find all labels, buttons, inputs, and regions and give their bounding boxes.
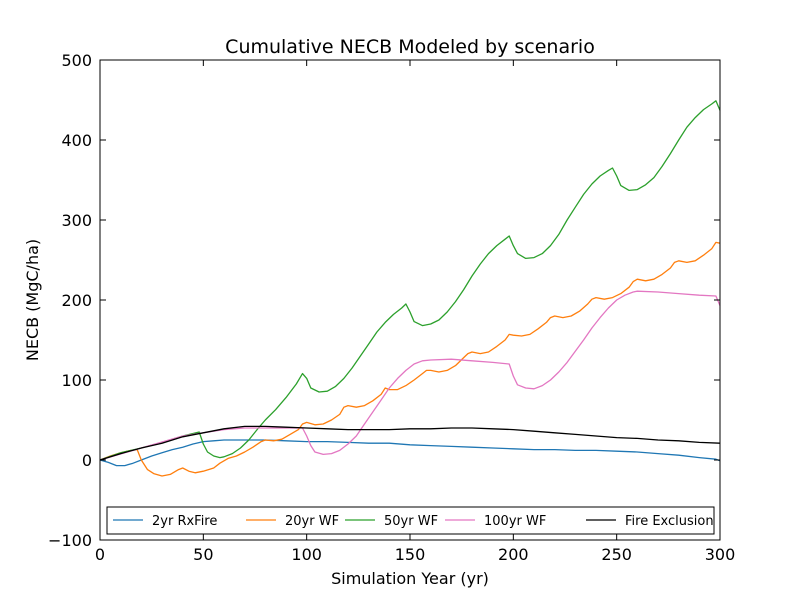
x-tick-label: 300 [705, 545, 736, 564]
y-tick-label: 400 [61, 131, 92, 150]
y-tick-label: 100 [61, 371, 92, 390]
legend-label-1: 20yr WF [285, 514, 339, 529]
x-tick-label: 200 [498, 545, 529, 564]
y-tick-label: 300 [61, 211, 92, 230]
legend-label-2: 50yr WF [384, 514, 438, 529]
chart-title: Cumulative NECB Modeled by scenario [225, 36, 595, 58]
x-tick-label: 0 [95, 545, 105, 564]
x-axis-title: Simulation Year (yr) [331, 569, 489, 588]
y-tick-label: 200 [61, 291, 92, 310]
series-line-3 [99, 290, 721, 461]
legend-label-4: Fire Exclusion [625, 514, 714, 529]
y-tick-label: −100 [48, 531, 92, 550]
legend-label-3: 100yr WF [484, 514, 546, 529]
plot-lines [99, 100, 721, 477]
series-line-1 [99, 241, 721, 477]
series-line-4 [99, 425, 721, 461]
x-tick-label: 250 [601, 545, 632, 564]
legend-label-0: 2yr RxFire [152, 514, 217, 529]
legend: 2yr RxFire 20yr WF 50yr WF 100yr WF Fire Exc… [106, 506, 715, 535]
series-line-2 [99, 100, 721, 461]
y-tick-label: 0 [82, 451, 92, 470]
series-line-0 [99, 439, 721, 467]
x-tick-label: 100 [291, 545, 322, 564]
y-tick-label: 500 [61, 51, 92, 70]
x-tick-label: 50 [193, 545, 213, 564]
x-tick-label: 150 [395, 545, 426, 564]
y-axis-title: NECB (MgC/ha) [23, 239, 42, 361]
